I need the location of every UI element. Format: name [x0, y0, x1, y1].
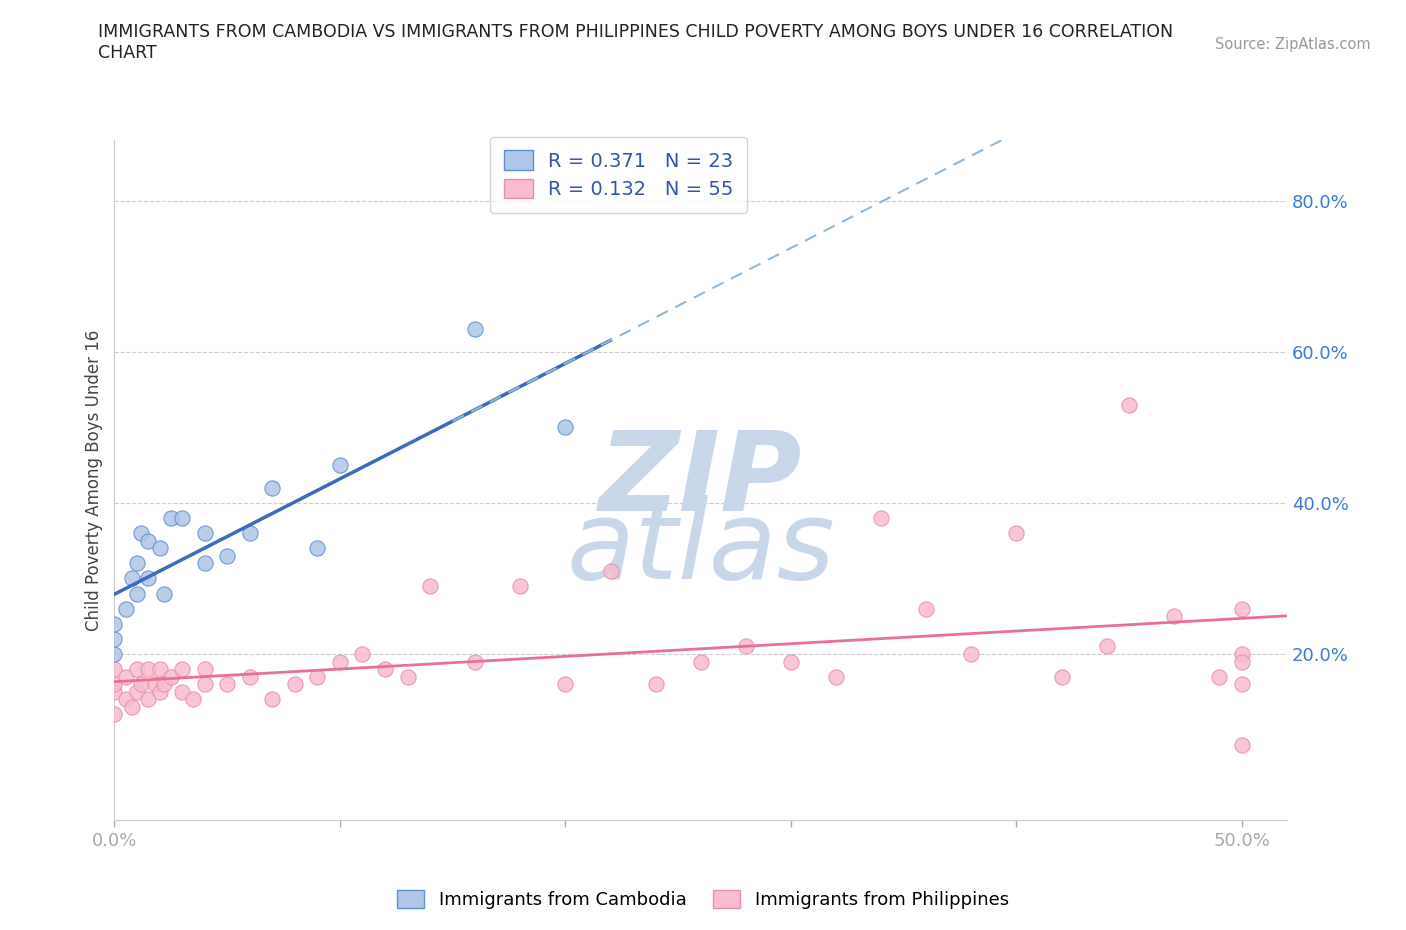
Point: [307, 541, 329, 556]
Text: atlas: atlas: [567, 495, 835, 602]
Point: [239, 525, 262, 540]
Point: [121, 571, 143, 586]
Point: [825, 670, 848, 684]
Point: [599, 564, 621, 578]
Point: [870, 511, 893, 525]
Point: [103, 707, 125, 722]
Point: [1230, 646, 1253, 661]
Point: [509, 578, 531, 593]
Point: [143, 677, 166, 692]
Point: [262, 692, 284, 707]
Point: [1163, 609, 1185, 624]
Point: [159, 511, 181, 525]
Point: [153, 677, 176, 692]
Text: Source: ZipAtlas.com: Source: ZipAtlas.com: [1215, 37, 1371, 52]
Point: [780, 654, 803, 669]
Point: [464, 654, 486, 669]
Point: [103, 677, 125, 692]
Point: [170, 684, 193, 699]
Point: [125, 556, 148, 571]
Point: [1118, 397, 1140, 412]
Point: [554, 420, 576, 435]
Point: [307, 670, 329, 684]
Point: [170, 661, 193, 676]
Point: [1230, 601, 1253, 616]
Point: [644, 677, 666, 692]
Point: [114, 670, 136, 684]
Point: [396, 670, 419, 684]
Point: [136, 571, 159, 586]
Point: [103, 617, 125, 631]
Point: [329, 458, 352, 472]
Text: ZIP: ZIP: [599, 427, 803, 534]
Point: [1095, 639, 1118, 654]
Y-axis label: Child Poverty Among Boys Under 16: Child Poverty Among Boys Under 16: [86, 329, 103, 631]
Point: [170, 511, 193, 525]
Point: [125, 684, 148, 699]
Point: [103, 646, 125, 661]
Point: [153, 586, 176, 601]
Point: [960, 646, 983, 661]
Point: [262, 481, 284, 496]
Point: [194, 556, 217, 571]
Point: [734, 639, 756, 654]
Point: [159, 670, 181, 684]
Point: [121, 699, 143, 714]
Point: [1050, 670, 1073, 684]
Point: [183, 692, 205, 707]
Point: [136, 533, 159, 548]
Point: [217, 549, 239, 564]
Point: [419, 578, 441, 593]
Point: [194, 661, 217, 676]
Point: [1230, 677, 1253, 692]
Point: [103, 631, 125, 646]
Point: [329, 654, 352, 669]
Point: [136, 692, 159, 707]
Point: [131, 525, 153, 540]
Point: [125, 661, 148, 676]
Point: [194, 525, 217, 540]
Point: [554, 677, 576, 692]
Legend: R = 0.371   N = 23, R = 0.132   N = 55: R = 0.371 N = 23, R = 0.132 N = 55: [491, 137, 748, 213]
Point: [148, 541, 170, 556]
Text: IMMIGRANTS FROM CAMBODIA VS IMMIGRANTS FROM PHILIPPINES CHILD POVERTY AMONG BOYS: IMMIGRANTS FROM CAMBODIA VS IMMIGRANTS F…: [98, 23, 1174, 62]
Point: [239, 670, 262, 684]
Legend: Immigrants from Cambodia, Immigrants from Philippines: Immigrants from Cambodia, Immigrants fro…: [389, 883, 1017, 916]
Point: [148, 661, 170, 676]
Point: [1230, 737, 1253, 752]
Point: [194, 677, 217, 692]
Point: [103, 661, 125, 676]
Point: [284, 677, 307, 692]
Point: [136, 661, 159, 676]
Point: [131, 677, 153, 692]
Point: [114, 692, 136, 707]
Point: [352, 646, 374, 661]
Point: [114, 601, 136, 616]
Point: [464, 322, 486, 337]
Point: [1208, 670, 1230, 684]
Point: [1005, 525, 1028, 540]
Point: [374, 661, 396, 676]
Point: [148, 684, 170, 699]
Point: [1230, 654, 1253, 669]
Point: [217, 677, 239, 692]
Point: [125, 586, 148, 601]
Point: [689, 654, 711, 669]
Point: [915, 601, 938, 616]
Point: [103, 684, 125, 699]
